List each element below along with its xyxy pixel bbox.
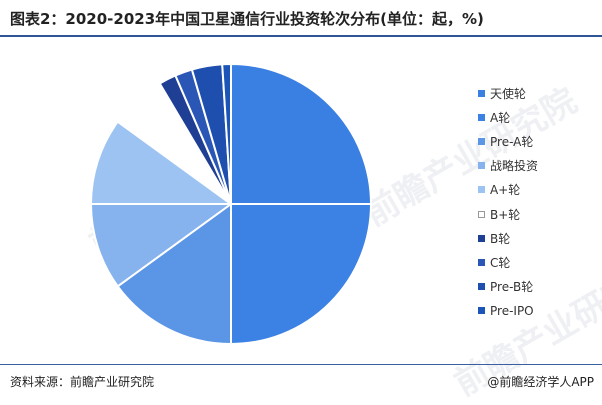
legend-item: C轮 [478,250,598,274]
pie-slice [89,120,235,205]
legend-swatch [478,258,485,266]
legend-swatch [478,137,485,145]
pie-slice [89,203,235,288]
legend-label: Pre-IPO [490,303,534,318]
pie-slice [116,202,232,346]
chart-legend: 天使轮 A轮 Pre-A轮 战略投资 A+轮 B+轮 B轮 C轮 Pre-B轮 Pre-IPO [478,81,598,323]
legend-item: 天使轮 [478,81,598,105]
legend-item: Pre-IPO [478,299,598,323]
legend-item: 战略投资 [478,154,598,178]
footer-divider [0,364,602,365]
legend-item: Pre-A轮 [478,129,598,153]
legend-swatch [478,307,485,315]
legend-item: B+轮 [478,202,598,226]
legend-item: B轮 [478,226,598,250]
legend-label: Pre-B轮 [490,280,534,295]
legend-item: A轮 [478,105,598,129]
legend-label: B+轮 [490,207,521,222]
legend-item: Pre-B轮 [478,275,598,299]
brand-note: @前瞻经济学人APP [487,375,594,389]
title-divider [0,35,602,37]
legend-label: A+轮 [490,183,521,198]
legend-item: A+轮 [478,178,598,202]
page-title: 图表2：2020-2023年中国卫星通信行业投资轮次分布(单位：起，%) [10,10,484,28]
legend-label: Pre-A轮 [490,134,534,149]
pie-slice [230,203,373,346]
legend-label: B轮 [490,231,511,246]
source-note: 资料来源：前瞻产业研究院 [10,375,155,389]
legend-label: C轮 [490,255,511,270]
legend-label: 天使轮 [490,86,527,101]
legend-label: 战略投资 [490,159,539,174]
pie-slice [221,62,232,205]
pie-slice [230,62,373,205]
legend-swatch [478,113,485,121]
legend-swatch [478,234,485,242]
legend-swatch [478,89,485,97]
pie-chart [89,62,373,346]
legend-swatch [478,186,485,194]
legend-swatch [478,162,485,170]
legend-label: A轮 [490,110,511,125]
legend-swatch [478,210,485,218]
legend-swatch [478,283,485,291]
